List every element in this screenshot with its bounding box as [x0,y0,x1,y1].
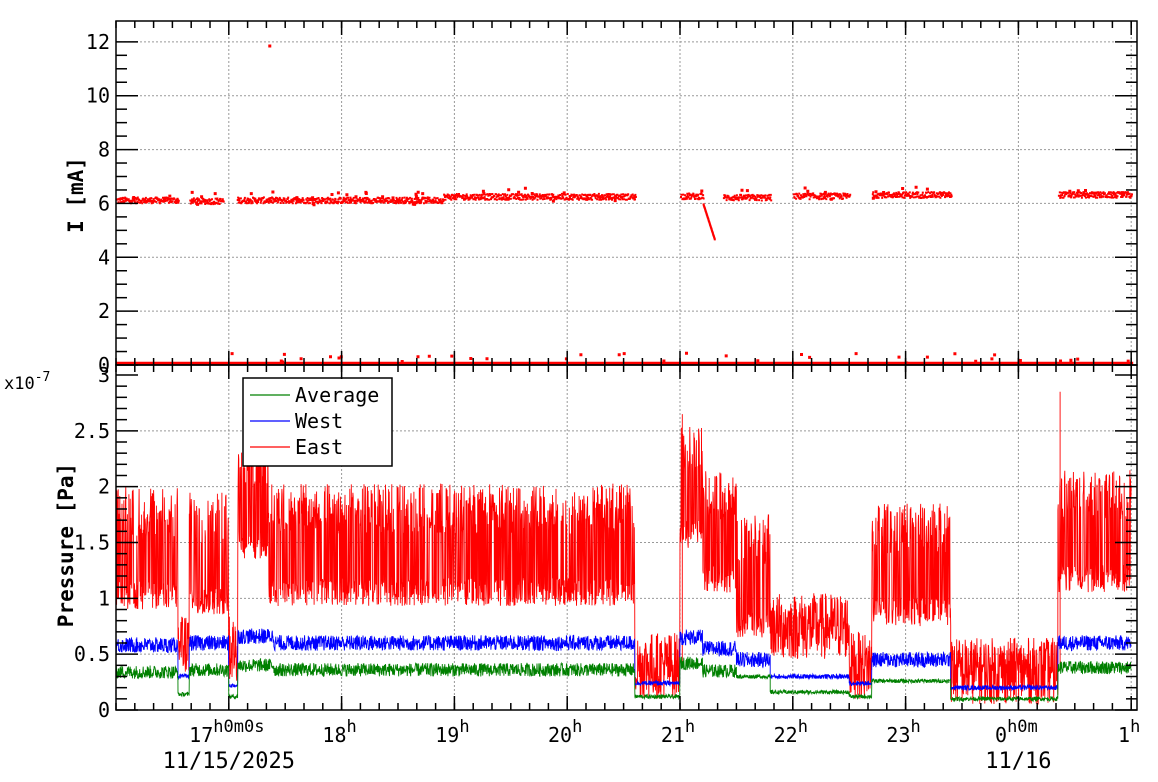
current-panel: 0 2 4 6 8 10 12 I [mA] [64,20,1138,377]
pressure-panel: 0 0.5 1 1.5 2 2.5 3 Pressure [Pa] x10-7 Averag… [4,363,1138,722]
pressure-ytick-label: 2.5 [74,419,110,443]
x-tick-label: 22h [774,717,808,747]
current-ytick-label: 0 [98,353,110,377]
current-ytick-label: 10 [86,84,110,108]
x-tick-label: 20h [548,717,582,747]
x-date-label: 11/15/2025 [163,749,295,774]
legend-label-average: Average [295,383,379,407]
current-plot-frame [115,20,1138,366]
x-tick-label: 17h0m0s [189,717,264,747]
current-ytick-label: 2 [98,299,110,323]
pressure-ytick-label: 1.5 [74,531,110,555]
pressure-marks [115,391,1132,705]
pressure-ytick-label: 1 [98,586,110,610]
current-grid [116,21,1137,365]
pressure-ytick-label: 0.5 [74,642,110,666]
pressure-axis-title: Pressure [Pa] [54,463,78,627]
series-line-average [115,656,1132,703]
legend-label-east: East [295,435,343,459]
x-tick-label: 23h [886,717,920,747]
current-ytick-label: 12 [86,30,110,54]
current-axis-title: I [mA] [64,157,88,233]
pressure-ytick-label: 2 [98,475,110,499]
series-line-east [115,391,1132,705]
x-tick-label: 1h [1118,717,1140,747]
pressure-exponent-label: x10-7 [4,370,50,394]
x-tick-label: 18h [322,717,356,747]
current-marks [116,44,1134,365]
legend-label-west: West [295,409,343,433]
current-ytick-label: 4 [98,245,110,269]
x-axis: 17h0m0s 18h 19h 20h 21h 22h 23h 0h0m 1h 11/15/202… [115,21,1140,774]
pressure-ytick-label: 3 [98,363,110,387]
current-points [116,44,1134,365]
current-ytick-label: 6 [98,191,110,215]
pressure-ticks: 0 0.5 1 1.5 2 2.5 3 [74,363,1137,722]
x-tick-label: 19h [435,717,469,747]
x-tick-label: 0h0m [995,717,1038,747]
x-tick-label: 21h [661,717,695,747]
pressure-plot-frame [115,364,1138,711]
legend-box [242,377,393,467]
x-date-label: 11/16 [985,749,1051,774]
series-line-west [115,628,1132,692]
current-ytick-label: 8 [98,138,110,162]
current-ticks: 0 2 4 6 8 10 12 [86,30,1137,377]
pressure-ytick-label: 0 [98,698,110,722]
